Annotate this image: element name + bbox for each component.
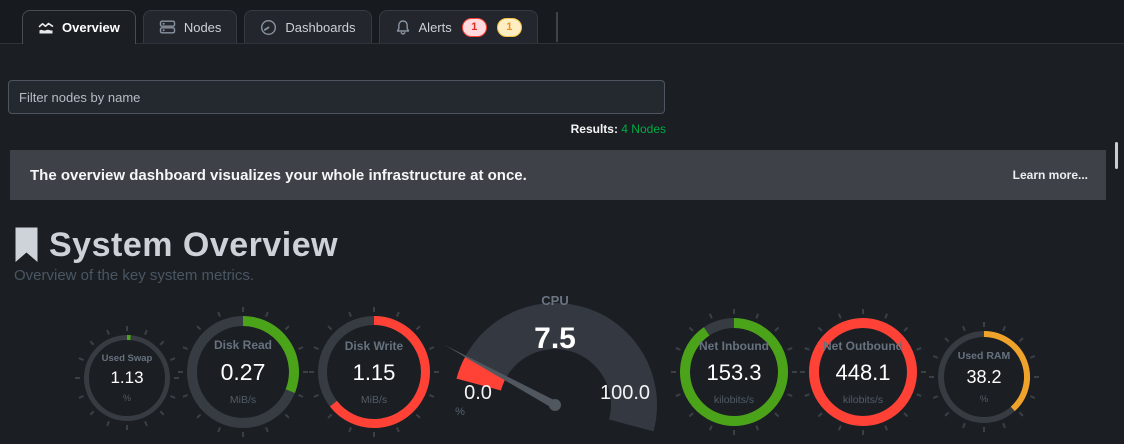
- tab-bar: Overview Nodes Dashboards Alerts 1 1: [0, 0, 1124, 44]
- banner-message: The overview dashboard visualizes your w…: [30, 166, 527, 184]
- tab-overview-label: Overview: [62, 20, 120, 35]
- section-header: System Overview: [14, 226, 1124, 264]
- tab-divider: [555, 12, 558, 42]
- area-chart-icon: [38, 22, 54, 33]
- tab-dashboards[interactable]: Dashboards: [244, 10, 372, 43]
- learn-more-link[interactable]: Learn more...: [1012, 168, 1088, 182]
- vertical-scrollbar[interactable]: [1115, 142, 1118, 169]
- disk-write-gauge[interactable]: Disk Write 1.15 MiB/s: [307, 305, 441, 439]
- tab-dashboards-label: Dashboards: [285, 19, 356, 35]
- filter-nodes-input[interactable]: [8, 80, 665, 114]
- nodes-icon: [159, 20, 176, 34]
- net-inbound-gauge[interactable]: Net Inbound 153.3 kilobits/s: [669, 307, 799, 437]
- tab-nodes[interactable]: Nodes: [142, 10, 238, 43]
- tab-alerts-label: Alerts: [418, 19, 452, 35]
- results-value: 4 Nodes: [621, 122, 666, 136]
- cpu-gauge[interactable]: CPU 7.5 0.0 100.0 %: [440, 288, 670, 435]
- used-ram-gauge[interactable]: Used RAM 38.2 %: [927, 320, 1041, 434]
- gauge-label: CPU: [541, 293, 569, 308]
- tab-alerts[interactable]: Alerts 1 1: [378, 10, 538, 43]
- net-outbound-gauge[interactable]: Net Outbound 448.1 kilobits/s: [798, 307, 928, 437]
- gauge-icon: [261, 19, 277, 35]
- gauge-unit: %: [455, 406, 465, 418]
- tab-overview[interactable]: Overview: [22, 10, 136, 44]
- results-label: Results:: [570, 122, 618, 136]
- gauge-value: 7.5: [534, 322, 576, 355]
- bell-icon: [396, 19, 409, 35]
- disk-read-gauge[interactable]: Disk Read 0.27 MiB/s: [176, 305, 310, 439]
- system-overview-charts: Used Swap 1.13 % Disk Read 0.27 MiB/s Di…: [0, 288, 1124, 437]
- gauge-min: 0.0: [464, 382, 492, 404]
- results-count: Results: 4 Nodes: [8, 122, 666, 138]
- info-banner: The overview dashboard visualizes your w…: [10, 150, 1106, 200]
- used-swap-gauge[interactable]: Used Swap 1.13 %: [73, 324, 181, 432]
- alerts-warning-badge[interactable]: 1: [496, 17, 522, 37]
- section-title: System Overview: [49, 226, 339, 264]
- gauge-max: 100.0: [599, 382, 651, 404]
- tab-nodes-label: Nodes: [183, 19, 222, 35]
- section-subtitle: Overview of the key system metrics.: [14, 267, 255, 284]
- bookmark-icon: [15, 227, 38, 262]
- alerts-critical-badge[interactable]: 1: [461, 17, 487, 37]
